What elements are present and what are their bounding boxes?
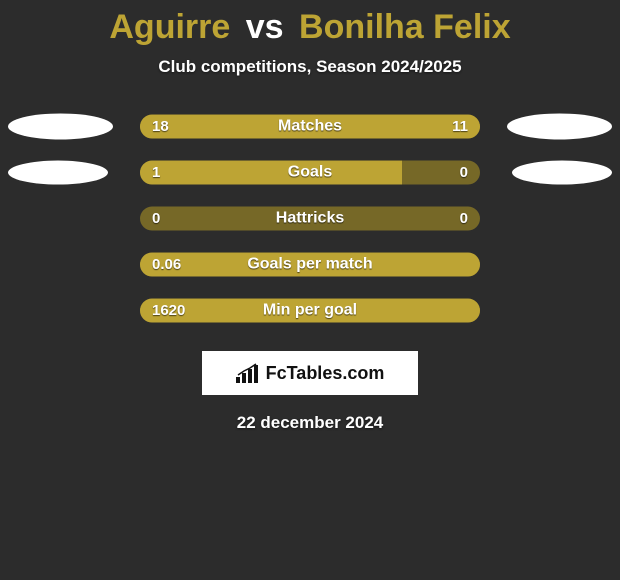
stat-value-right: 11 [452, 118, 468, 135]
player1-oval [8, 161, 108, 185]
stat-value-right: 0 [460, 164, 468, 181]
stat-value-left: 1620 [152, 302, 185, 319]
stat-value-left: 1 [152, 164, 160, 181]
stat-value-right: 0 [460, 210, 468, 227]
subtitle: Club competitions, Season 2024/2025 [0, 57, 620, 77]
stat-value-left: 0.06 [152, 256, 181, 273]
title-vs: vs [246, 8, 284, 46]
stat-bar: 1620 Min per goal [140, 299, 480, 323]
barchart-icon [236, 363, 260, 383]
stat-row: 0 Hattricks 0 [0, 197, 620, 243]
title-player1: Aguirre [109, 8, 230, 46]
stat-label: Goals per match [247, 256, 372, 274]
stat-label: Hattricks [276, 210, 344, 228]
player1-oval [8, 113, 113, 139]
stat-bar-fill-left [140, 161, 402, 185]
stat-row: 1620 Min per goal [0, 289, 620, 335]
player2-oval [507, 113, 612, 139]
date: 22 december 2024 [0, 413, 620, 433]
stat-bar: 0.06 Goals per match [140, 253, 480, 277]
page-title: Aguirre vs Bonilha Felix [0, 0, 620, 47]
stat-value-left: 18 [152, 118, 169, 135]
logo-text: FcTables.com [266, 363, 385, 384]
stat-label: Min per goal [263, 302, 357, 320]
logo: FcTables.com [236, 363, 385, 384]
stats-area: 18Matches111Goals00Hattricks00.06Goals p… [0, 105, 620, 335]
stat-value-left: 0 [152, 210, 160, 227]
stat-bar: 0 Hattricks 0 [140, 207, 480, 231]
stat-label: Goals [288, 164, 332, 182]
stat-row: 1 Goals 0 [0, 151, 620, 197]
stat-bar: 18 Matches 11 [140, 115, 480, 139]
stat-bar: 1 Goals 0 [140, 161, 480, 185]
stat-row: 18 Matches 11 [0, 105, 620, 151]
player2-oval [512, 161, 612, 185]
logo-box: FcTables.com [202, 351, 418, 395]
stat-row: 0.06 Goals per match [0, 243, 620, 289]
title-player2: Bonilha Felix [299, 8, 511, 46]
stat-label: Matches [278, 118, 342, 136]
